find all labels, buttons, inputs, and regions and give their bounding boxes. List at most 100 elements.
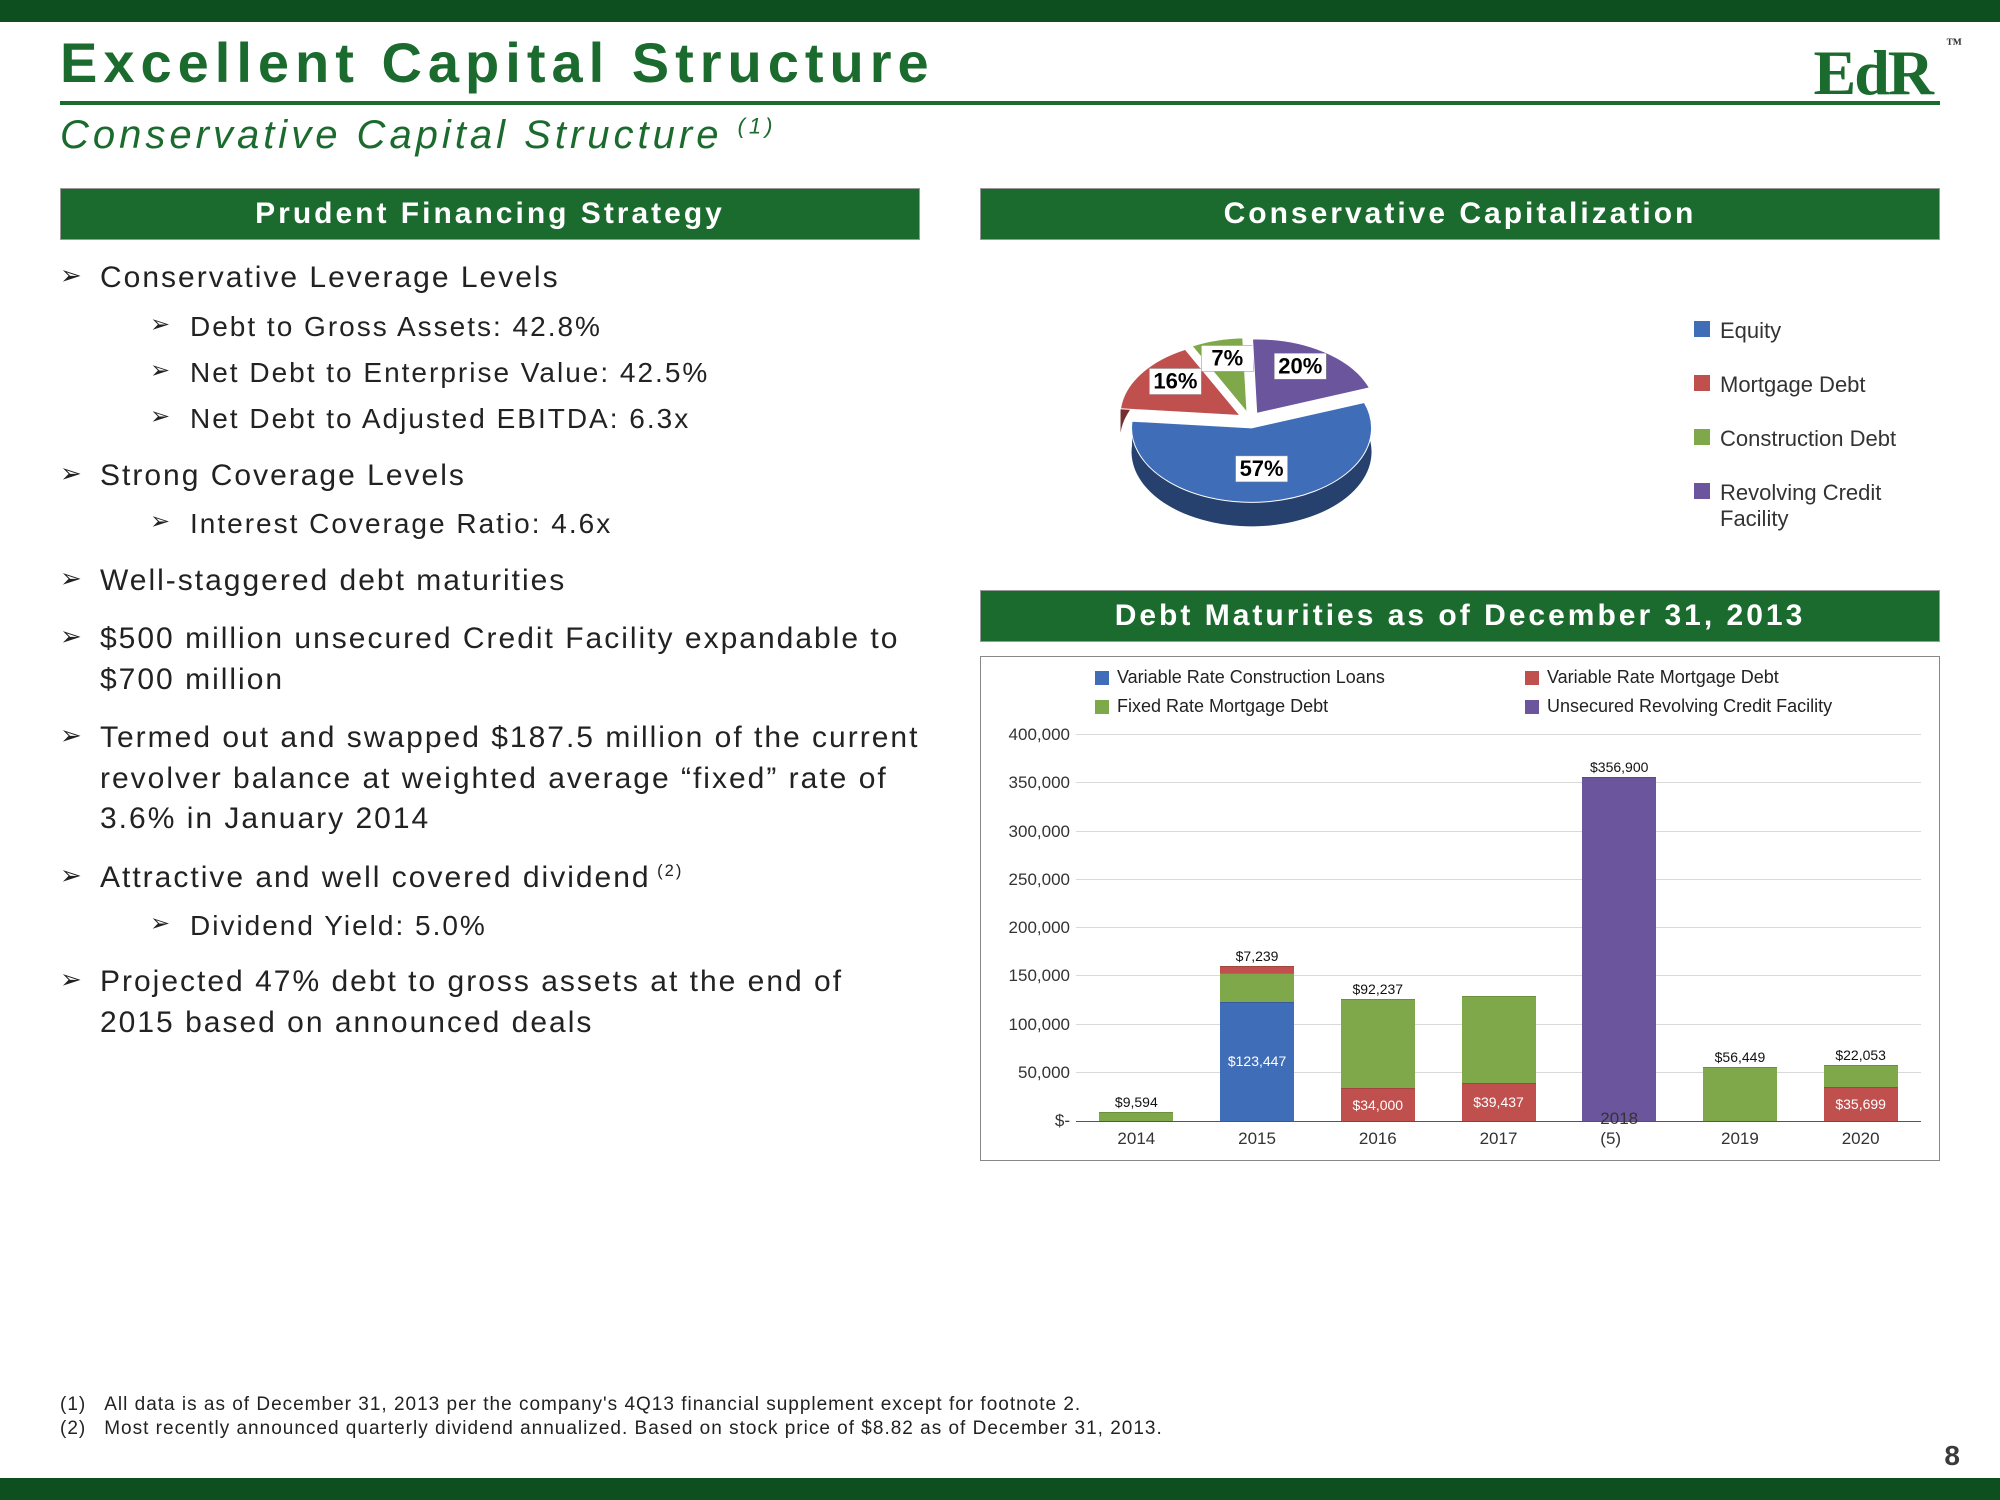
legend-label: Unsecured Revolving Credit Facility xyxy=(1547,696,1832,717)
legend-swatch xyxy=(1095,700,1109,714)
bullet-l2: ➢Debt to Gross Assets: 42.8% xyxy=(150,309,920,345)
bullet-text: Net Debt to Adjusted EBITDA: 6.3x xyxy=(190,401,690,437)
bullet-text: Interest Coverage Ratio: 4.6x xyxy=(190,506,612,542)
pie-legend-item: Construction Debt xyxy=(1694,426,1920,452)
legend-label: Fixed Rate Mortgage Debt xyxy=(1117,696,1328,717)
bullet-l1: ➢$500 million unsecured Credit Facility … xyxy=(60,619,920,700)
bar-value-label: $35,699 xyxy=(1835,1096,1886,1112)
bullet-arrow-icon: ➢ xyxy=(60,561,100,596)
bar-legend-item: Unsecured Revolving Credit Facility xyxy=(1525,696,1925,717)
bar-group: $56,4492019 xyxy=(1703,735,1777,1121)
bar-group: $9,5942014 xyxy=(1099,735,1173,1121)
bullet-arrow-icon: ➢ xyxy=(150,401,190,432)
y-axis-label: 100,000 xyxy=(994,1015,1070,1035)
footnote-num: (1) xyxy=(60,1394,86,1416)
bullet-l1: ➢Well-staggered debt maturities xyxy=(60,561,920,602)
bar-value-label: $7,239 xyxy=(1236,948,1279,964)
legend-label: Variable Rate Mortgage Debt xyxy=(1547,667,1779,688)
x-axis-label: 2014 xyxy=(1117,1129,1155,1149)
bar-segment xyxy=(1824,1065,1898,1086)
right-bottom-header: Debt Maturities as of December 31, 2013 xyxy=(980,590,1940,642)
bullet-text: Strong Coverage Levels xyxy=(100,456,466,497)
x-axis-label: 2016 xyxy=(1359,1129,1397,1149)
bullet-l1: ➢Projected 47% debt to gross assets at t… xyxy=(60,962,920,1043)
bar-segment xyxy=(1582,777,1656,1121)
legend-label: Mortgage Debt xyxy=(1720,372,1866,398)
bar-group: $35,699$22,0532020 xyxy=(1824,735,1898,1121)
slide-content: Excellent Capital Structure Conservative… xyxy=(60,30,1940,1470)
pie-pct-label: 7% xyxy=(1211,345,1243,370)
bullet-text: Termed out and swapped $187.5 million of… xyxy=(100,718,920,840)
bullet-list: ➢Conservative Leverage Levels ➢Debt to Gr… xyxy=(60,258,920,1043)
pie-chart-area: 57%16%7%20% EquityMortgage DebtConstruct… xyxy=(980,260,1940,590)
left-column: Prudent Financing Strategy ➢Conservative… xyxy=(60,188,920,1161)
right-top-header: Conservative Capitalization xyxy=(980,188,1940,240)
bar-group: $34,000$92,2372016 xyxy=(1341,735,1415,1121)
page-subtitle: Conservative Capital Structure (1) xyxy=(60,113,1940,158)
pie-chart: 57% 16% 7% 20% xyxy=(1040,270,1460,580)
bar-value-label: $56,449 xyxy=(1715,1049,1766,1065)
bullet-text: Attractive and well covered dividend (2) xyxy=(100,858,683,899)
top-bar xyxy=(0,0,2000,22)
bar-value-label: $123,447 xyxy=(1228,1053,1286,1069)
y-axis-label: 400,000 xyxy=(994,725,1070,745)
bar-value-label: $356,900 xyxy=(1590,759,1648,775)
y-axis-label: 350,000 xyxy=(994,773,1070,793)
pie-pct-label: 20% xyxy=(1278,353,1322,378)
legend-label: Revolving Credit Facility xyxy=(1720,480,1920,532)
bullet-l2: ➢Net Debt to Enterprise Value: 42.5% xyxy=(150,355,920,391)
x-axis-label: 2015 xyxy=(1238,1129,1276,1149)
bar-legend-item: Variable Rate Construction Loans xyxy=(1095,667,1495,688)
right-column: Conservative Capitalization 57%16%7%20% … xyxy=(980,188,1940,1161)
bullet-arrow-icon: ➢ xyxy=(150,309,190,340)
bottom-bar xyxy=(0,1478,2000,1500)
footnotes: (1)All data is as of December 31, 2013 p… xyxy=(60,1392,1940,1440)
y-axis-label: 50,000 xyxy=(994,1063,1070,1083)
pie-pct-label: 57% xyxy=(1240,456,1284,481)
subtitle-sup: (1) xyxy=(738,114,777,139)
pie-legend: EquityMortgage DebtConstruction DebtRevo… xyxy=(1694,318,1920,532)
footnote-num: (2) xyxy=(60,1418,86,1440)
bullet-l1: ➢Strong Coverage Levels xyxy=(60,456,920,497)
bullet-text: Net Debt to Enterprise Value: 42.5% xyxy=(190,355,709,391)
legend-swatch xyxy=(1694,375,1710,391)
bar-value-label: $9,594 xyxy=(1115,1094,1158,1110)
bar-plot-area: $-50,000100,000150,000200,000250,000300,… xyxy=(1076,735,1921,1122)
bullet-arrow-icon: ➢ xyxy=(150,506,190,537)
bullet-text: $500 million unsecured Credit Facility e… xyxy=(100,619,920,700)
x-axis-label: 2020 xyxy=(1842,1129,1880,1149)
left-header: Prudent Financing Strategy xyxy=(60,188,920,240)
bar-segment xyxy=(1220,973,1294,1002)
bar-legend-item: Variable Rate Mortgage Debt xyxy=(1525,667,1925,688)
footnote: (1)All data is as of December 31, 2013 p… xyxy=(60,1394,1940,1416)
bullet-arrow-icon: ➢ xyxy=(150,355,190,386)
bullet-text: Dividend Yield: 5.0% xyxy=(190,908,487,944)
x-axis-label: 2017 xyxy=(1480,1129,1518,1149)
legend-swatch xyxy=(1694,321,1710,337)
y-axis-label: $- xyxy=(994,1111,1070,1131)
bar-value-label: $92,237 xyxy=(1352,981,1403,997)
bar-group: $123,447$7,2392015 xyxy=(1220,735,1294,1121)
bar-legend-item: Fixed Rate Mortgage Debt xyxy=(1095,696,1495,717)
bullet-l2: ➢Net Debt to Adjusted EBITDA: 6.3x xyxy=(150,401,920,437)
bar-segment xyxy=(1703,1067,1777,1121)
x-axis-label: 2019 xyxy=(1721,1129,1759,1149)
bar-group: $39,4372017 xyxy=(1462,735,1536,1121)
legend-swatch xyxy=(1095,671,1109,685)
page-title: Excellent Capital Structure xyxy=(60,30,1940,95)
bullet-l1: ➢Termed out and swapped $187.5 million o… xyxy=(60,718,920,840)
y-axis-label: 200,000 xyxy=(994,918,1070,938)
bar-value-label: $34,000 xyxy=(1352,1097,1403,1113)
bar-segment xyxy=(1341,999,1415,1088)
bar-chart-box: Variable Rate Construction Loans Variable… xyxy=(980,656,1940,1161)
bullet-l2: ➢Dividend Yield: 5.0% xyxy=(150,908,920,944)
pie-pct-label: 16% xyxy=(1153,368,1197,393)
subtitle-text: Conservative Capital Structure xyxy=(60,113,722,157)
bar-segment xyxy=(1099,1112,1173,1121)
bullet-text: Projected 47% debt to gross assets at th… xyxy=(100,962,920,1043)
bullet-arrow-icon: ➢ xyxy=(60,962,100,997)
bar-segment xyxy=(1220,966,1294,973)
bullet-l1: ➢Conservative Leverage Levels xyxy=(60,258,920,299)
bullet-arrow-icon: ➢ xyxy=(60,258,100,293)
legend-swatch xyxy=(1694,483,1710,499)
